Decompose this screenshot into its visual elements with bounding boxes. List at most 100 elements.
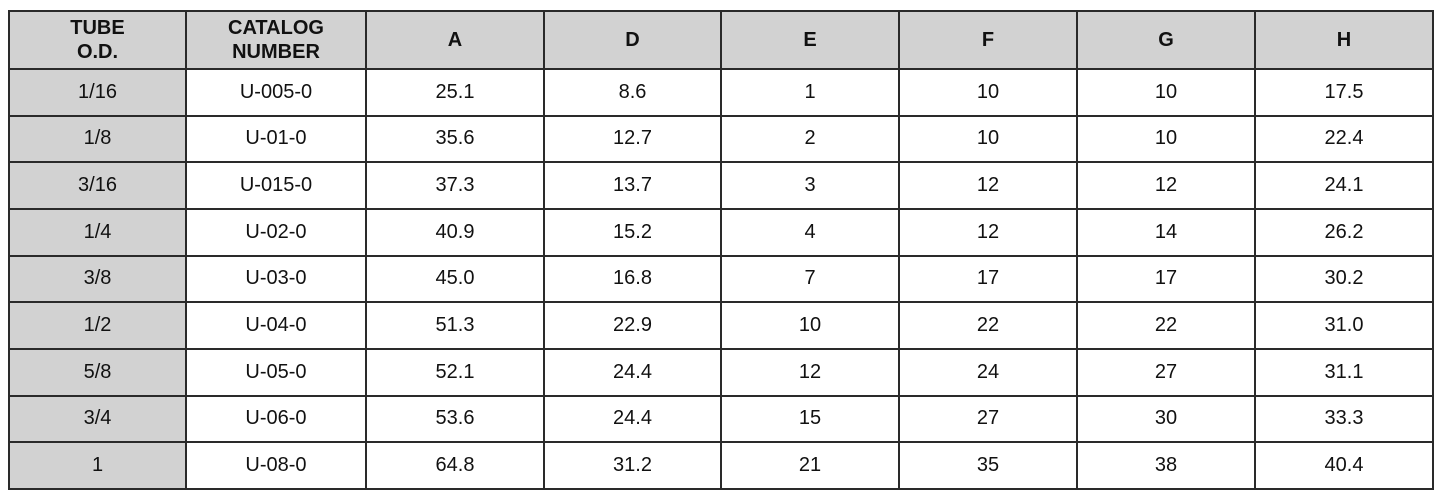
table-cell: 22.4 bbox=[1254, 114, 1434, 164]
table-cell: U-02-0 bbox=[185, 207, 367, 257]
table-cell: U-08-0 bbox=[185, 441, 367, 490]
row-header-cell: 1/8 bbox=[8, 114, 187, 164]
header-cell: CATALOG NUMBER bbox=[185, 10, 367, 70]
table-cell: 27 bbox=[1076, 347, 1256, 397]
header-cell: D bbox=[543, 10, 722, 70]
header-text: G bbox=[1158, 29, 1174, 51]
row-header-cell: 3/4 bbox=[8, 394, 187, 444]
table-cell: 12 bbox=[720, 347, 900, 397]
table-cell: U-005-0 bbox=[185, 68, 367, 117]
table-cell: 12 bbox=[1076, 161, 1256, 210]
row-header-cell: 1 bbox=[8, 441, 187, 490]
table-cell: 31.2 bbox=[543, 441, 722, 490]
table-cell: 24.1 bbox=[1254, 161, 1434, 210]
table-cell: 38 bbox=[1076, 441, 1256, 490]
header-cell: A bbox=[365, 10, 545, 70]
table-cell: 31.0 bbox=[1254, 301, 1434, 350]
table-cell: 15 bbox=[720, 394, 900, 444]
header-row: TUBE O.D. CATALOG NUMBER A D E F G H bbox=[8, 10, 1434, 70]
table-cell: 12 bbox=[898, 161, 1078, 210]
table-cell: 40.4 bbox=[1254, 441, 1434, 490]
table-container: TUBE O.D. CATALOG NUMBER A D E F G H 1/16 U-005-0 2… bbox=[8, 10, 1434, 490]
table-cell: 24.4 bbox=[543, 394, 722, 444]
table-cell: 24 bbox=[898, 347, 1078, 397]
header-cell: TUBE O.D. bbox=[8, 10, 187, 70]
table-cell: 8.6 bbox=[543, 68, 722, 117]
table-row: 1 U-08-0 64.8 31.2 21 35 38 40.4 bbox=[8, 441, 1434, 490]
table-cell: 17 bbox=[1076, 254, 1256, 304]
table-cell: 21 bbox=[720, 441, 900, 490]
table-cell: 10 bbox=[898, 68, 1078, 117]
table-cell: 30.2 bbox=[1254, 254, 1434, 304]
header-text: TUBE bbox=[70, 17, 125, 39]
table-cell: 35 bbox=[898, 441, 1078, 490]
table-cell: 15.2 bbox=[543, 207, 722, 257]
header-text: O.D. bbox=[76, 41, 119, 63]
table-cell: U-03-0 bbox=[185, 254, 367, 304]
dimension-table: TUBE O.D. CATALOG NUMBER A D E F G H 1/16 U-005-0 2… bbox=[8, 10, 1434, 490]
table-row: 5/8 U-05-0 52.1 24.4 12 24 27 31.1 bbox=[8, 347, 1434, 397]
table-body: 1/16 U-005-0 25.1 8.6 1 10 10 17.5 1/8 U-01-0 35.6… bbox=[8, 68, 1434, 490]
table-cell: 52.1 bbox=[365, 347, 545, 397]
table-cell: 17.5 bbox=[1254, 68, 1434, 117]
table-cell: 2 bbox=[720, 114, 900, 164]
table-cell: 10 bbox=[720, 301, 900, 350]
header-cell: G bbox=[1076, 10, 1256, 70]
table-cell: 33.3 bbox=[1254, 394, 1434, 444]
table-cell: 22.9 bbox=[543, 301, 722, 350]
table-cell: 30 bbox=[1076, 394, 1256, 444]
header-cell: E bbox=[720, 10, 900, 70]
header-cell: F bbox=[898, 10, 1078, 70]
table-cell: U-06-0 bbox=[185, 394, 367, 444]
header-text: NUMBER bbox=[232, 41, 320, 63]
table-cell: 17 bbox=[898, 254, 1078, 304]
table-cell: 64.8 bbox=[365, 441, 545, 490]
table-cell: 12.7 bbox=[543, 114, 722, 164]
table-cell: 26.2 bbox=[1254, 207, 1434, 257]
header-text: E bbox=[803, 29, 817, 51]
table-cell: 31.1 bbox=[1254, 347, 1434, 397]
table-cell: 13.7 bbox=[543, 161, 722, 210]
table-cell: 10 bbox=[1076, 114, 1256, 164]
header-text: D bbox=[625, 29, 640, 51]
table-row: 3/4 U-06-0 53.6 24.4 15 27 30 33.3 bbox=[8, 394, 1434, 444]
table-cell: 24.4 bbox=[543, 347, 722, 397]
row-header-cell: 3/16 bbox=[8, 161, 187, 210]
table-row: 3/8 U-03-0 45.0 16.8 7 17 17 30.2 bbox=[8, 254, 1434, 304]
table-cell: U-05-0 bbox=[185, 347, 367, 397]
table-cell: 40.9 bbox=[365, 207, 545, 257]
table-row: 1/2 U-04-0 51.3 22.9 10 22 22 31.0 bbox=[8, 301, 1434, 350]
header-cell: H bbox=[1254, 10, 1434, 70]
table-cell: U-04-0 bbox=[185, 301, 367, 350]
table-cell: 37.3 bbox=[365, 161, 545, 210]
table-cell: 35.6 bbox=[365, 114, 545, 164]
table-row: 3/16 U-015-0 37.3 13.7 3 12 12 24.1 bbox=[8, 161, 1434, 210]
table-cell: 1 bbox=[720, 68, 900, 117]
row-header-cell: 1/4 bbox=[8, 207, 187, 257]
table-cell: 22 bbox=[1076, 301, 1256, 350]
table-cell: 16.8 bbox=[543, 254, 722, 304]
table-cell: 10 bbox=[1076, 68, 1256, 117]
row-header-cell: 1/16 bbox=[8, 68, 187, 117]
header-text: CATALOG bbox=[228, 17, 324, 39]
table-cell: U-015-0 bbox=[185, 161, 367, 210]
row-header-cell: 5/8 bbox=[8, 347, 187, 397]
table-cell: 12 bbox=[898, 207, 1078, 257]
table-cell: 51.3 bbox=[365, 301, 545, 350]
table-cell: 25.1 bbox=[365, 68, 545, 117]
table-cell: 3 bbox=[720, 161, 900, 210]
table-cell: 10 bbox=[898, 114, 1078, 164]
header-text: H bbox=[1336, 29, 1352, 51]
row-header-cell: 3/8 bbox=[8, 254, 187, 304]
table-row: 1/4 U-02-0 40.9 15.2 4 12 14 26.2 bbox=[8, 207, 1434, 257]
table-row: 1/8 U-01-0 35.6 12.7 2 10 10 22.4 bbox=[8, 114, 1434, 164]
row-header-cell: 1/2 bbox=[8, 301, 187, 350]
table-cell: 4 bbox=[720, 207, 900, 257]
table-cell: 22 bbox=[898, 301, 1078, 350]
table-cell: 27 bbox=[898, 394, 1078, 444]
table-cell: 14 bbox=[1076, 207, 1256, 257]
header-text: A bbox=[447, 29, 463, 51]
table-row: 1/16 U-005-0 25.1 8.6 1 10 10 17.5 bbox=[8, 68, 1434, 117]
table-cell: 45.0 bbox=[365, 254, 545, 304]
